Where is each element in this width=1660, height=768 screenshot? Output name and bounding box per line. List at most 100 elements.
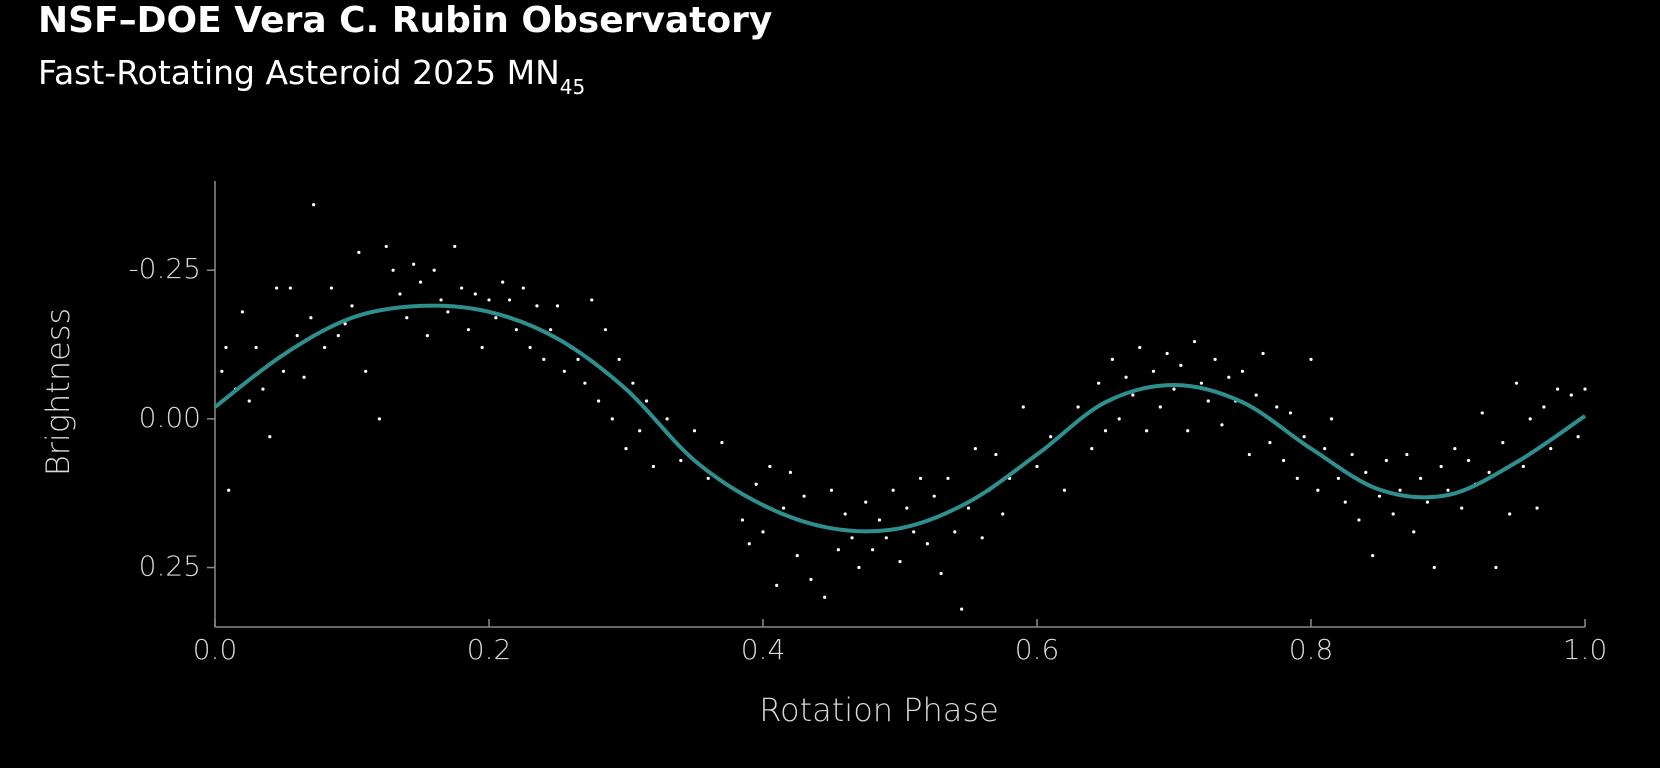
data-point [918,476,923,480]
data-point [220,369,224,373]
data-point [946,476,950,480]
data-point [788,470,793,474]
data-point [644,399,649,403]
data-point [1254,393,1258,397]
data-point [542,357,546,361]
data-point [1206,399,1210,403]
data-point [939,571,943,576]
data-point [1508,512,1512,516]
data-point [631,381,635,385]
data-point [706,476,710,480]
data-point [1097,381,1101,385]
data-point [1172,387,1176,391]
data-point [1124,375,1128,379]
data-point [1343,500,1347,504]
data-point [795,554,799,558]
data-point [583,381,587,385]
data-point [1446,488,1450,492]
data-point [1165,351,1169,356]
data-point [912,530,916,534]
fit-curve [213,303,1587,534]
data-point [357,250,361,254]
data-point [302,375,306,379]
data-point [549,328,553,332]
data-point [1268,441,1272,445]
data-point [501,280,505,284]
data-point [1309,357,1313,361]
data-point [343,322,347,326]
data-point [1494,565,1498,570]
x-tick-label: 0.8 [1289,633,1334,666]
data-point [720,441,724,445]
data-point [439,298,443,302]
data-point [1145,429,1149,433]
data-point [261,387,265,391]
data-point [555,304,560,308]
y-tick-label: 0.25 [139,550,201,583]
data-point [747,542,751,546]
data-point [1138,345,1142,350]
x-axis-label: Rotation Phase [759,691,999,729]
data-point [323,345,327,350]
data-point [960,607,964,611]
data-point [768,464,772,469]
x-tick-label: 0.4 [741,633,786,666]
data-point [1062,488,1066,492]
data-point [871,548,875,552]
x-tick-label: 0.0 [193,633,238,666]
data-point [1583,387,1587,391]
data-point [281,369,286,373]
data-point [1350,452,1354,457]
data-point [1090,447,1094,451]
data-point [1371,554,1375,558]
x-tick-label: 1.0 [1563,633,1608,666]
data-point [446,310,450,314]
data-point [775,583,779,587]
data-point [514,328,519,332]
data-point [891,488,895,492]
data-point [1576,435,1580,439]
data-point [864,500,868,504]
data-point [898,559,902,564]
data-point [624,447,628,451]
data-point [617,357,621,361]
data-point [980,536,984,540]
data-point [603,328,608,332]
data-point [405,316,409,320]
data-point [1514,381,1519,385]
data-point [418,280,423,284]
data-point [1199,381,1203,385]
data-point [809,577,813,582]
data-point [1466,458,1471,463]
data-point [850,536,854,540]
data-point [227,488,231,492]
data-point [1364,470,1368,474]
data-point [1151,369,1156,373]
data-point [1549,447,1553,451]
data-point [740,518,745,522]
data-point [494,316,498,320]
data-point [1535,506,1539,510]
data-point [350,304,354,308]
x-tick-label: 0.6 [1015,633,1060,666]
data-point [1487,470,1491,474]
data-point [254,345,258,350]
data-point [240,310,244,314]
data-point [1377,494,1382,498]
y-axis-label: Brightness [39,308,77,476]
data-point [295,334,299,338]
data-point [432,268,436,272]
data-point [412,262,416,266]
chart-title: NSF–DOE Vera C. Rubin Observatory [38,0,772,41]
data-point [692,429,697,433]
data-point [576,357,580,361]
data-point [781,506,786,510]
data-point [1220,423,1224,427]
data-point [391,268,395,272]
data-point [761,530,765,534]
data-point [994,452,998,457]
data-point [877,518,882,522]
data-point [1357,518,1361,522]
data-point [1480,411,1484,415]
